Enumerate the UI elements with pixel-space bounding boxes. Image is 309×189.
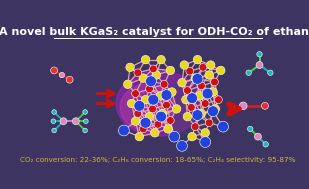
Circle shape bbox=[184, 87, 191, 94]
Circle shape bbox=[150, 65, 157, 73]
Circle shape bbox=[127, 99, 136, 108]
Circle shape bbox=[59, 72, 65, 78]
Circle shape bbox=[197, 109, 205, 118]
Circle shape bbox=[191, 123, 199, 130]
Circle shape bbox=[132, 90, 139, 97]
Circle shape bbox=[211, 78, 218, 86]
Circle shape bbox=[161, 90, 172, 100]
Circle shape bbox=[146, 76, 156, 87]
Circle shape bbox=[205, 119, 213, 127]
Circle shape bbox=[214, 96, 222, 104]
Circle shape bbox=[256, 62, 263, 68]
Text: A novel bulk KGaS₂ catalyst for ODH-CO₂ of ethane: A novel bulk KGaS₂ catalyst for ODH-CO₂ … bbox=[0, 27, 309, 37]
Circle shape bbox=[217, 66, 225, 75]
Circle shape bbox=[211, 105, 220, 113]
Circle shape bbox=[206, 61, 215, 69]
Ellipse shape bbox=[116, 71, 201, 136]
Circle shape bbox=[146, 85, 153, 93]
Circle shape bbox=[154, 120, 162, 128]
Circle shape bbox=[141, 95, 150, 104]
Circle shape bbox=[183, 112, 192, 121]
Circle shape bbox=[186, 67, 194, 75]
Circle shape bbox=[140, 117, 151, 128]
Circle shape bbox=[218, 121, 228, 132]
Circle shape bbox=[51, 119, 56, 124]
Circle shape bbox=[205, 71, 214, 79]
Circle shape bbox=[239, 102, 247, 110]
Circle shape bbox=[150, 129, 159, 137]
Circle shape bbox=[246, 70, 251, 75]
Circle shape bbox=[60, 118, 67, 125]
Circle shape bbox=[156, 111, 167, 122]
Circle shape bbox=[51, 67, 57, 74]
Circle shape bbox=[159, 109, 167, 118]
Circle shape bbox=[263, 142, 269, 147]
Circle shape bbox=[209, 88, 217, 96]
Circle shape bbox=[187, 93, 197, 104]
Circle shape bbox=[268, 70, 273, 75]
Circle shape bbox=[255, 133, 261, 140]
Circle shape bbox=[135, 132, 144, 141]
Circle shape bbox=[200, 137, 211, 147]
Circle shape bbox=[257, 52, 262, 57]
Circle shape bbox=[118, 125, 129, 136]
Circle shape bbox=[172, 105, 181, 113]
Ellipse shape bbox=[159, 81, 221, 134]
Circle shape bbox=[83, 128, 87, 133]
Circle shape bbox=[156, 92, 165, 100]
Circle shape bbox=[201, 100, 209, 107]
Circle shape bbox=[191, 74, 199, 82]
Circle shape bbox=[196, 92, 204, 100]
Circle shape bbox=[160, 81, 168, 88]
Circle shape bbox=[83, 119, 88, 124]
Circle shape bbox=[208, 106, 218, 117]
Circle shape bbox=[134, 100, 145, 111]
Circle shape bbox=[202, 88, 213, 99]
Circle shape bbox=[52, 128, 57, 133]
Circle shape bbox=[178, 78, 186, 87]
Circle shape bbox=[126, 63, 134, 72]
Circle shape bbox=[166, 66, 175, 75]
Circle shape bbox=[157, 55, 165, 64]
Circle shape bbox=[167, 117, 174, 124]
Circle shape bbox=[66, 76, 73, 83]
Circle shape bbox=[182, 95, 190, 104]
Circle shape bbox=[192, 74, 203, 84]
Circle shape bbox=[164, 125, 172, 133]
Circle shape bbox=[83, 110, 87, 114]
Circle shape bbox=[188, 104, 195, 111]
Circle shape bbox=[261, 102, 269, 109]
Circle shape bbox=[124, 80, 132, 88]
Circle shape bbox=[169, 131, 180, 142]
Circle shape bbox=[52, 110, 57, 114]
Ellipse shape bbox=[120, 84, 174, 130]
Circle shape bbox=[193, 55, 202, 64]
Circle shape bbox=[134, 69, 142, 77]
Circle shape bbox=[131, 117, 140, 125]
Circle shape bbox=[149, 105, 156, 113]
Circle shape bbox=[197, 82, 205, 90]
Circle shape bbox=[141, 55, 150, 64]
Circle shape bbox=[139, 125, 147, 133]
Circle shape bbox=[188, 132, 196, 141]
Circle shape bbox=[139, 74, 147, 82]
Circle shape bbox=[148, 94, 159, 105]
Circle shape bbox=[134, 110, 142, 117]
Circle shape bbox=[192, 110, 203, 120]
Circle shape bbox=[199, 64, 207, 71]
Circle shape bbox=[201, 129, 210, 137]
Circle shape bbox=[176, 140, 188, 151]
Circle shape bbox=[152, 71, 161, 79]
Circle shape bbox=[72, 118, 79, 125]
Text: CO₂ conversion: 22-36%; C₂H₆ conversion: 18-65%; C₂H₄ selectivity: 95-87%: CO₂ conversion: 22-36%; C₂H₆ conversion:… bbox=[20, 157, 296, 163]
Circle shape bbox=[168, 88, 176, 96]
Circle shape bbox=[145, 112, 154, 121]
Circle shape bbox=[163, 101, 170, 109]
Circle shape bbox=[180, 61, 188, 69]
Circle shape bbox=[248, 126, 253, 132]
